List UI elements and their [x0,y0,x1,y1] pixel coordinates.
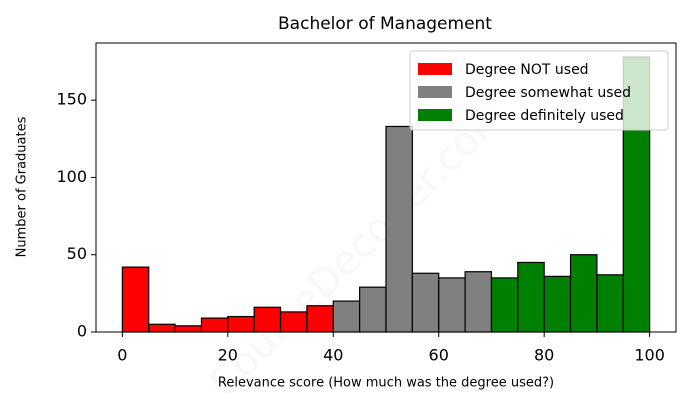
chart-title: Bachelor of Management [278,14,492,34]
bar [121,266,150,333]
x-tick-label: 100 [634,346,665,365]
legend-swatch [418,109,452,121]
x-tick-label: 60 [429,346,449,365]
bar [253,306,282,333]
legend-label: Degree somewhat used [465,85,631,101]
bar [279,311,308,333]
y-axis-label: Number of Graduates [15,116,30,257]
y-tick-label: 50 [67,244,87,263]
bar [332,300,361,333]
legend-box [409,50,669,131]
y-tick-label: 0 [77,322,87,341]
bar [227,315,255,333]
bar [306,305,334,333]
x-tick-label: 40 [323,346,343,365]
x-tick-label: 80 [534,346,554,365]
legend-label: Degree definitely used [465,108,624,124]
bar [596,274,624,333]
legend-swatch [418,86,452,98]
x-tick-label: 0 [117,346,127,365]
y-tick-label: 100 [56,167,87,186]
legend-swatch [418,63,452,75]
bar [174,325,203,333]
bar [385,125,413,333]
bar [569,254,598,333]
x-tick-label: 20 [218,346,238,365]
plot-frame [95,42,677,333]
bar [517,261,545,333]
y-tick-label: 150 [56,90,87,109]
bar [490,277,519,333]
bar [543,275,572,333]
bar [148,323,176,333]
bar [438,277,466,333]
x-axis-label: Relevance score (How much was the degree… [218,376,554,391]
bar [359,286,387,333]
bar [411,272,440,333]
bar [464,271,493,333]
legend-label: Degree NOT used [465,62,589,78]
bar [200,317,229,333]
